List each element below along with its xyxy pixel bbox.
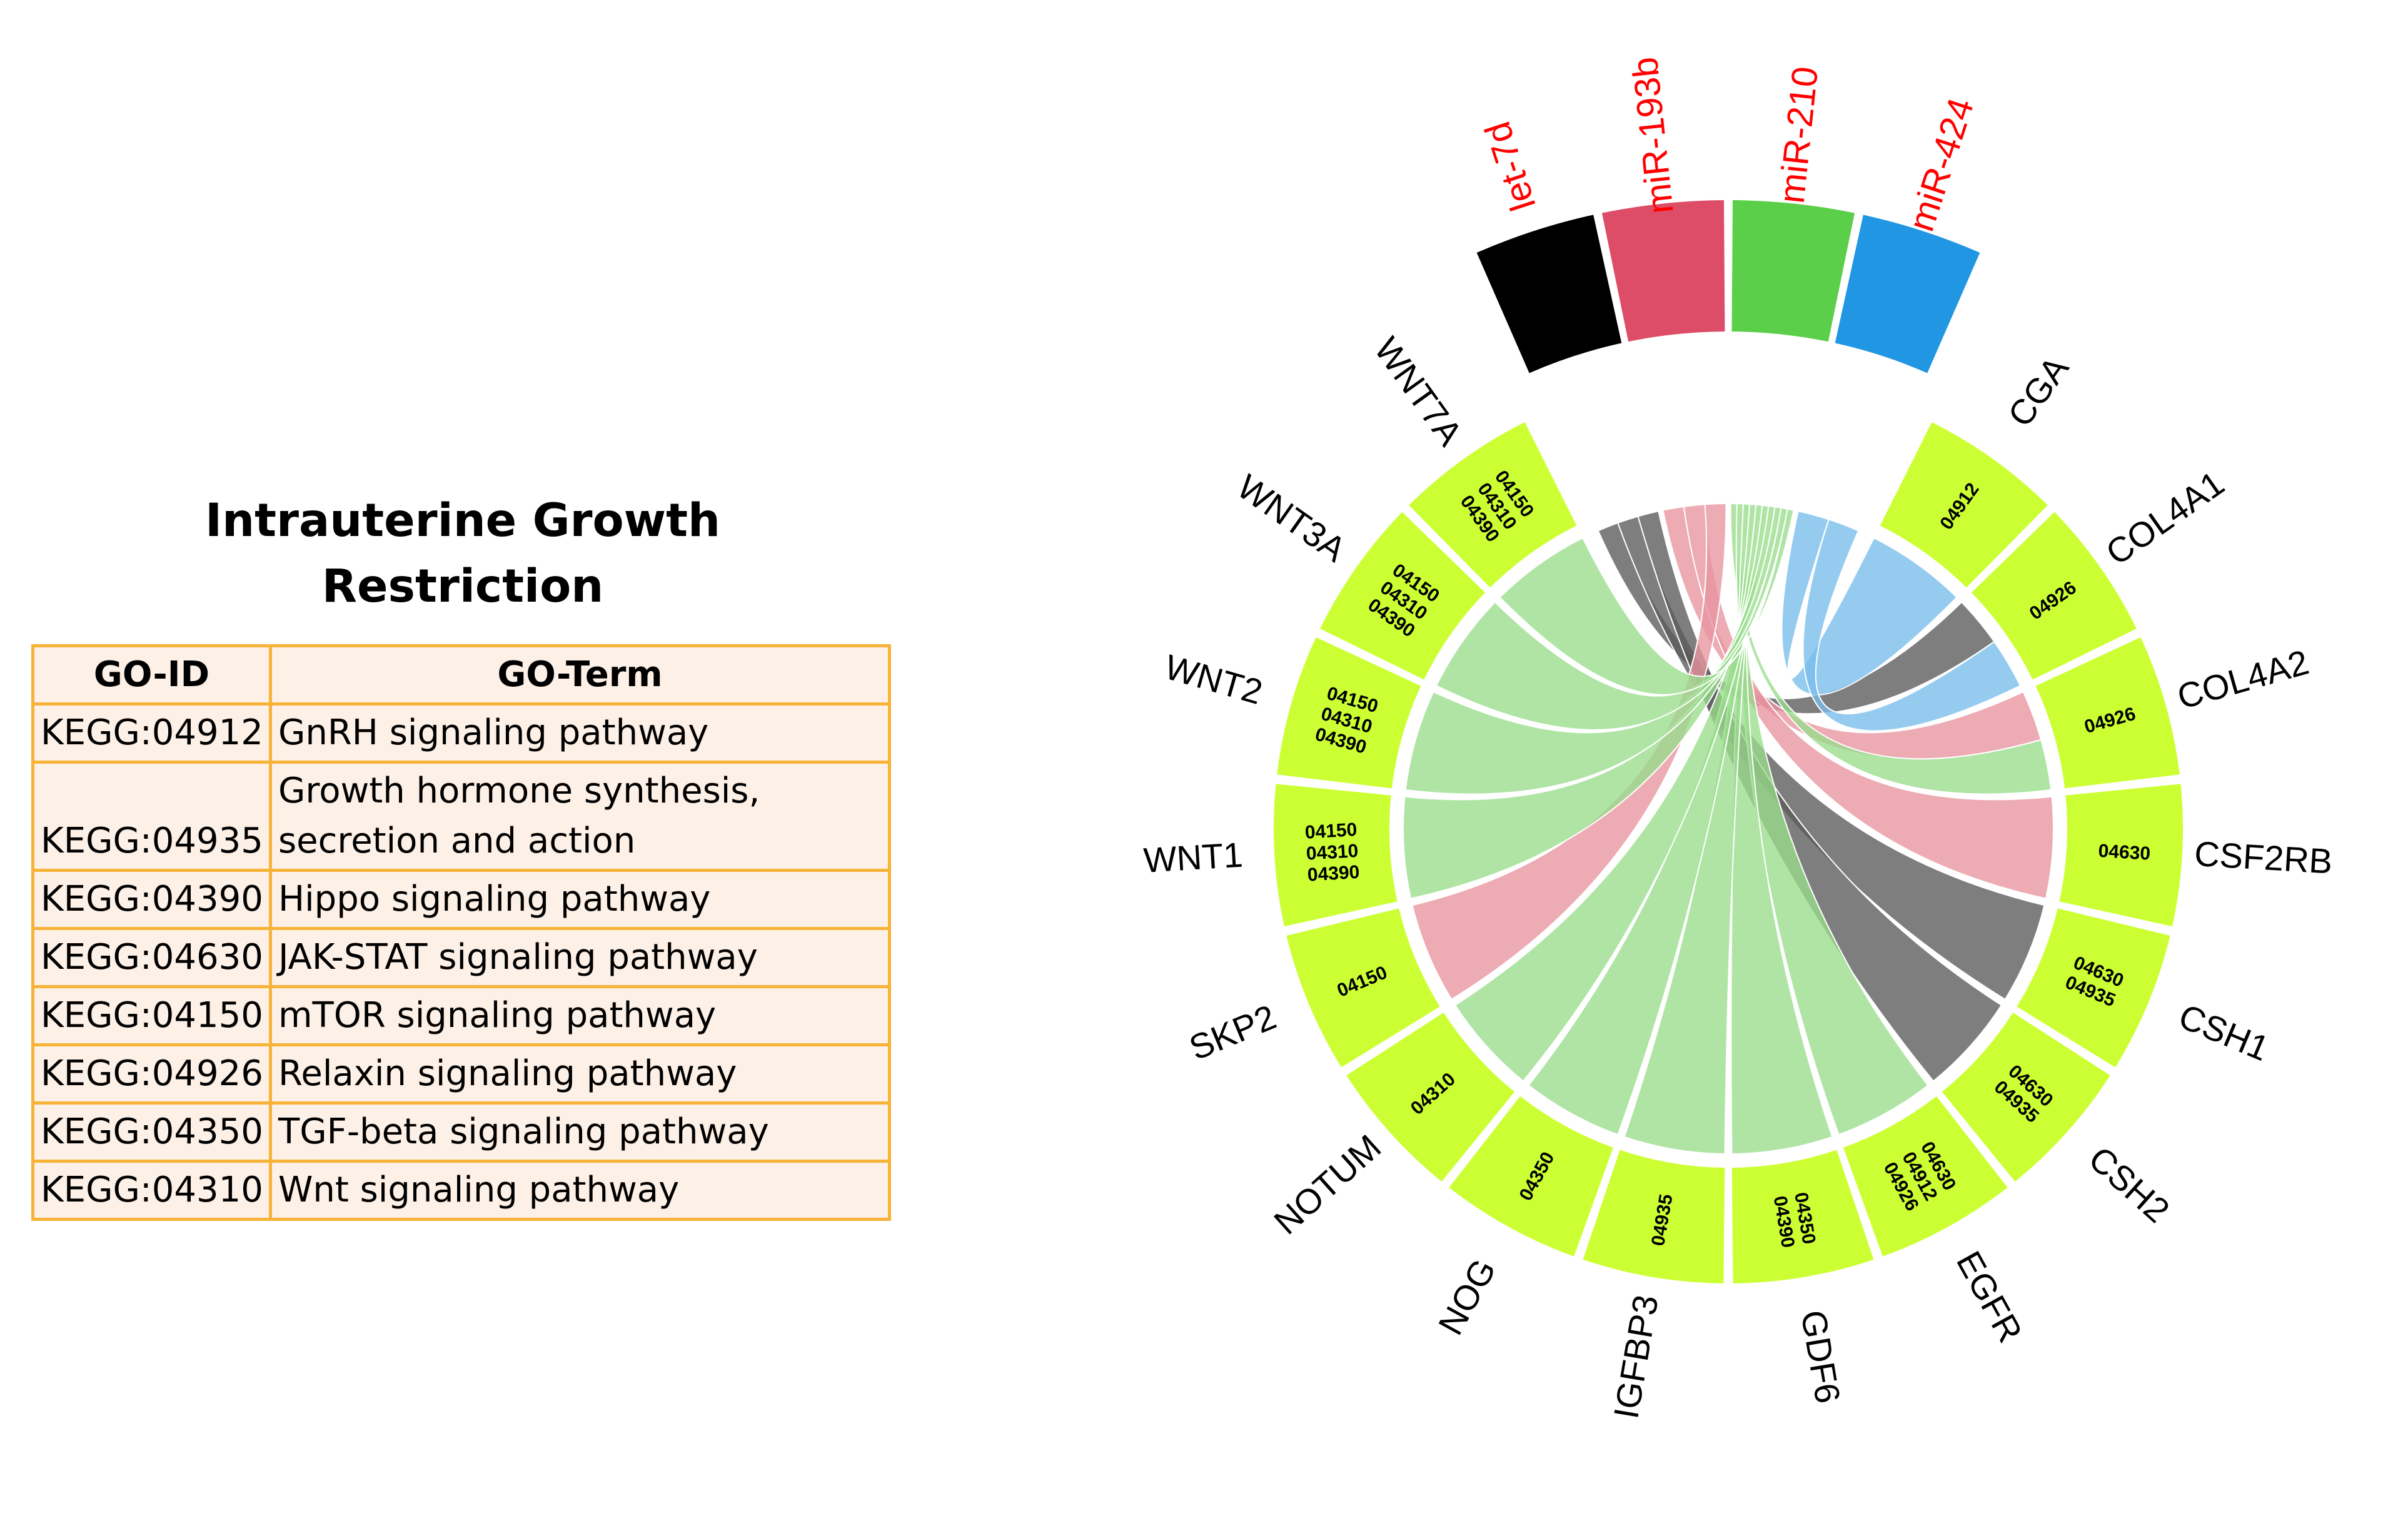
table-row: KEGG:04390 Hippo signaling pathway <box>31 869 891 930</box>
table-header-row: GO-ID GO-Term <box>31 644 891 706</box>
gene-label: WNT7A <box>1367 330 1471 453</box>
gene-segment-CSH2 <box>1942 1013 2110 1182</box>
go-term-cell: Relaxin signaling pathway <box>269 1043 891 1105</box>
ribbon-miR-424-CGA <box>1781 510 1958 696</box>
gene-segment-SKP2 <box>1286 908 1440 1068</box>
table-row: KEGG:04350 TGF-beta signaling pathway <box>31 1101 891 1163</box>
go-term-cell: Growth hormone synthesis, secretion and … <box>269 761 891 872</box>
gene-segment-GDF6 <box>1731 1150 1874 1283</box>
table-title: Intrauterine Growth Restriction <box>31 488 894 619</box>
go-term-cell: GnRH signaling pathway <box>269 702 891 764</box>
ribbon-miR-210-WNT7A <box>1499 508 1795 696</box>
table-row: KEGG:04310 Wnt signaling pathway <box>31 1160 891 1221</box>
gene-label: CSF2RB <box>2194 834 2334 881</box>
go-id-cell: KEGG:04926 <box>31 1043 272 1105</box>
gene-segment-NOTUM <box>1346 1013 1515 1182</box>
chord-ribbons <box>1403 503 2054 1155</box>
gene-label: COL4A2 <box>2173 642 2313 716</box>
gene-kegg-codes: 041500431004390 <box>1304 819 1360 886</box>
chord-segments <box>1273 200 2184 1283</box>
gene-segment-CSH1 <box>2017 908 2170 1068</box>
gene-segment-COL4A2 <box>2035 637 2180 789</box>
go-id-cell: KEGG:04912 <box>31 702 272 764</box>
gene-segment-WNT3A <box>1320 512 1486 680</box>
gene-segment-WNT7A <box>1409 422 1577 588</box>
gene-label: NOG <box>1431 1252 1504 1341</box>
gene-segment-IGFBP3 <box>1583 1150 1725 1283</box>
header-go-term: GO-Term <box>269 644 891 706</box>
go-term-cell: JAK-STAT signaling pathway <box>269 927 891 988</box>
ribbon-miR-210-NOTUM <box>1454 504 1770 1082</box>
header-go-id: GO-ID <box>31 644 272 706</box>
go-id-cell: KEGG:04310 <box>31 1160 272 1221</box>
go-term-cell: TGF-beta signaling pathway <box>269 1101 891 1163</box>
go-id-cell: KEGG:04150 <box>31 985 272 1046</box>
gene-kegg-codes: 0435004390 <box>1770 1191 1820 1249</box>
table-row: KEGG:04630 JAK-STAT signaling pathway <box>31 927 891 988</box>
go-term-table: GO-ID GO-Term KEGG:04912 GnRH signaling … <box>31 644 891 1221</box>
mirna-segment-miR-193b <box>1601 200 1725 342</box>
gene-label: CGA <box>2000 348 2076 433</box>
mirna-label: miR-424 <box>1901 93 1982 236</box>
gene-kegg-codes: 04630 <box>2098 841 2151 864</box>
gene-segment-NOG <box>1449 1096 1613 1257</box>
ribbon-miR-193b-CSF2RB <box>1683 503 2054 899</box>
ribbon-miR-424-COL4A1 <box>1802 519 2022 732</box>
gene-label: WNT3A <box>1230 467 1353 570</box>
mirna-label: miR-193b <box>1625 55 1681 216</box>
go-term-cell: Hippo signaling pathway <box>269 869 891 930</box>
gene-label: GDF6 <box>1793 1307 1848 1406</box>
table-row: KEGG:04150 mTOR signaling pathway <box>31 985 891 1046</box>
gene-segment-WNT2 <box>1277 637 1421 789</box>
gene-segment-WNT1 <box>1273 784 1398 927</box>
gene-label: COL4A1 <box>2098 463 2231 573</box>
gene-label: NOTUM <box>1266 1127 1388 1242</box>
mirna-label: let-7d <box>1477 117 1544 216</box>
gene-label: EGFR <box>1949 1245 2030 1349</box>
mirna-label: miR-210 <box>1771 64 1826 205</box>
gene-label: IGFBP3 <box>1606 1292 1665 1422</box>
table-title-line-2: Restriction <box>321 560 604 613</box>
gene-label: WNT2 <box>1161 647 1267 712</box>
table-row: KEGG:04935 Growth hormone synthesis, sec… <box>31 761 891 872</box>
go-id-cell: KEGG:04350 <box>31 1101 272 1163</box>
mirna-segment-let-7d <box>1476 215 1622 373</box>
table-row: KEGG:04926 Relaxin signaling pathway <box>31 1043 891 1105</box>
gene-segment-CGA <box>1880 422 2048 588</box>
go-term-cell: Wnt signaling pathway <box>269 1160 891 1221</box>
gene-segment-CSF2RB <box>2059 784 2184 927</box>
go-id-cell: KEGG:04630 <box>31 927 272 988</box>
table-row: KEGG:04912 GnRH signaling pathway <box>31 702 891 764</box>
gene-label: CSH2 <box>2082 1138 2177 1230</box>
go-id-cell: KEGG:04390 <box>31 869 272 930</box>
table-title-line-1: Intrauterine Growth <box>205 494 720 547</box>
mirna-segment-miR-424 <box>1835 215 1980 373</box>
mirna-segment-miR-210 <box>1731 200 1855 342</box>
go-term-cell: mTOR signaling pathway <box>269 985 891 1046</box>
gene-segment-EGFR <box>1843 1096 2008 1257</box>
gene-label: SKP2 <box>1184 997 1281 1068</box>
gene-segment-COL4A1 <box>1971 512 2137 680</box>
gene-label: CSH1 <box>2174 996 2275 1069</box>
gene-label: WNT1 <box>1142 835 1244 880</box>
go-id-cell: KEGG:04935 <box>31 761 272 872</box>
